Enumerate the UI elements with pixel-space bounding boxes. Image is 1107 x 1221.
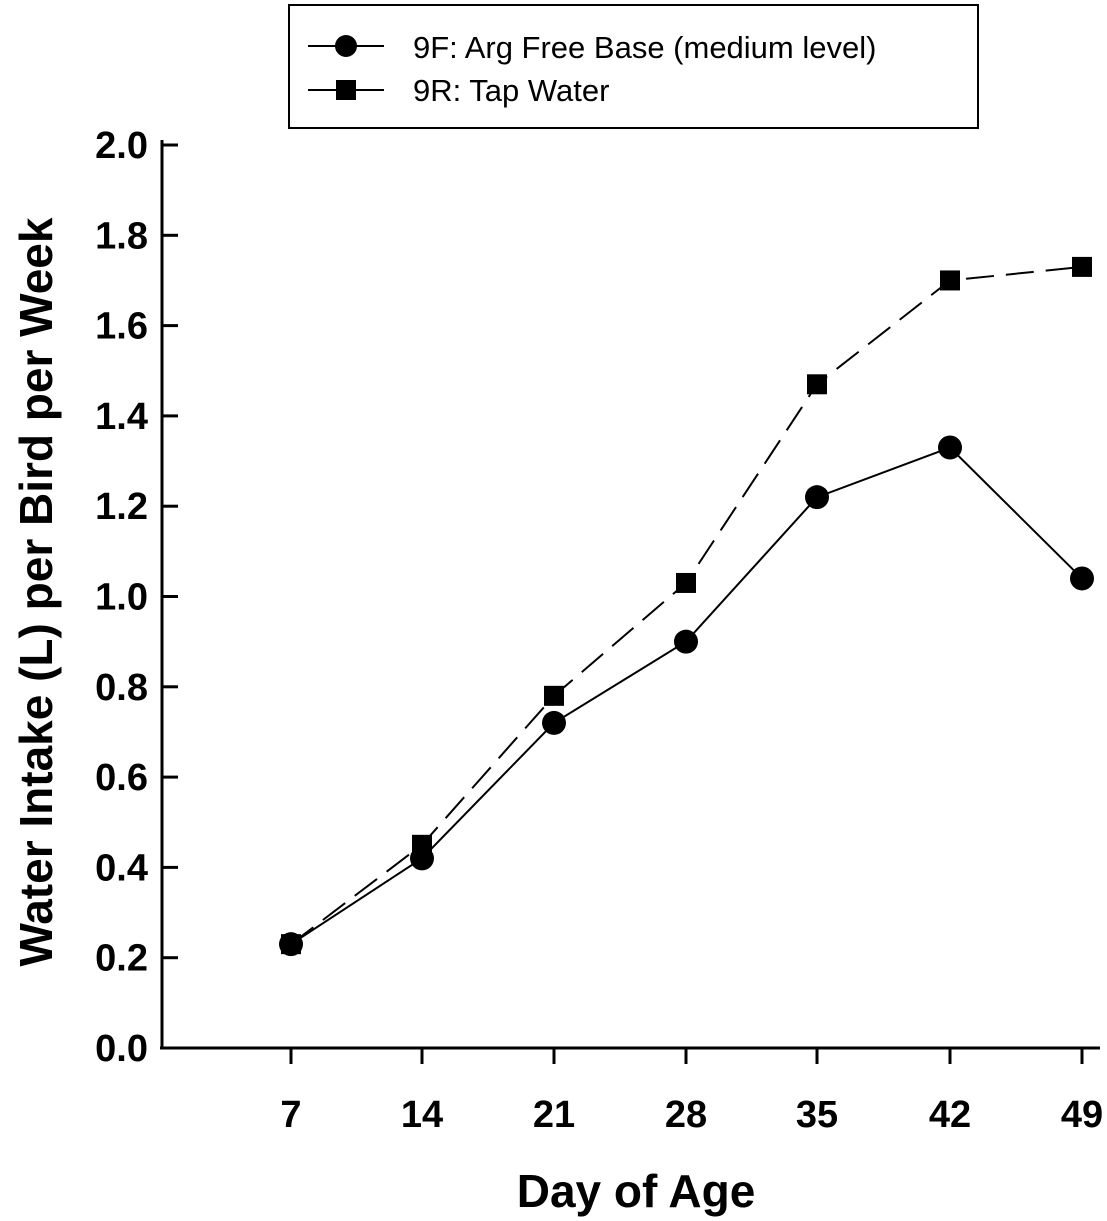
y-axis-title: Water Intake (L) per Bird per Week [10,217,62,966]
legend: 9F: Arg Free Base (medium level) 9R: Tap… [288,4,979,129]
y-tick-label: 1.4 [95,396,148,438]
data-point-series-1 [1070,566,1094,591]
y-tick-label: 0.6 [95,757,148,799]
series-markers [279,256,1094,957]
x-tick-label: 28 [665,1094,707,1136]
y-tick-label: 0.4 [95,847,148,889]
data-point-series-2 [940,270,960,291]
series-line-1 [290,446,1083,945]
data-point-series-2 [1072,256,1092,277]
data-point-series-2 [281,934,301,955]
y-ticks: 0.0 0.2 0.4 0.6 0.8 1.0 1.2 1.4 1.6 1.8 2.0 [95,125,178,1070]
x-tick-label: 49 [1061,1094,1103,1136]
x-tick-label: 14 [401,1094,443,1136]
y-tick-label: 2.0 [95,125,148,167]
legend-marker-series-2 [336,80,356,100]
legend-label-series-1: 9F: Arg Free Base (medium level) [413,30,876,65]
x-tick-label: 21 [533,1094,575,1136]
data-point-series-2 [544,685,564,706]
series-lines [290,265,1083,945]
data-point-series-1 [542,710,566,735]
y-tick-label: 1.8 [95,215,148,257]
y-tick-label: 1.6 [95,306,148,348]
x-tick-label: 35 [796,1094,838,1136]
y-tick-label: 0.8 [95,667,148,709]
legend-box [288,4,979,129]
x-tick-label: 42 [929,1094,971,1136]
legend-label-series-2: 9R: Tap Water [413,73,609,108]
legend-marker-series-1 [335,35,357,57]
series-line-2 [290,265,1083,945]
y-tick-label: 1.0 [95,577,148,619]
y-tick-label: 0.0 [95,1028,148,1070]
data-point-series-1 [938,435,962,460]
data-point-series-2 [412,834,432,855]
y-tick-label: 0.2 [95,938,148,980]
x-axis-title: Day of Age [517,1165,756,1217]
y-tick-label: 1.2 [95,486,148,528]
x-tick-label: 7 [280,1094,301,1136]
data-point-series-2 [676,572,696,593]
x-ticks: 7 14 21 28 35 42 49 [280,1048,1103,1136]
data-point-series-1 [674,629,698,654]
data-point-series-1 [805,485,829,510]
data-point-series-2 [807,374,827,395]
